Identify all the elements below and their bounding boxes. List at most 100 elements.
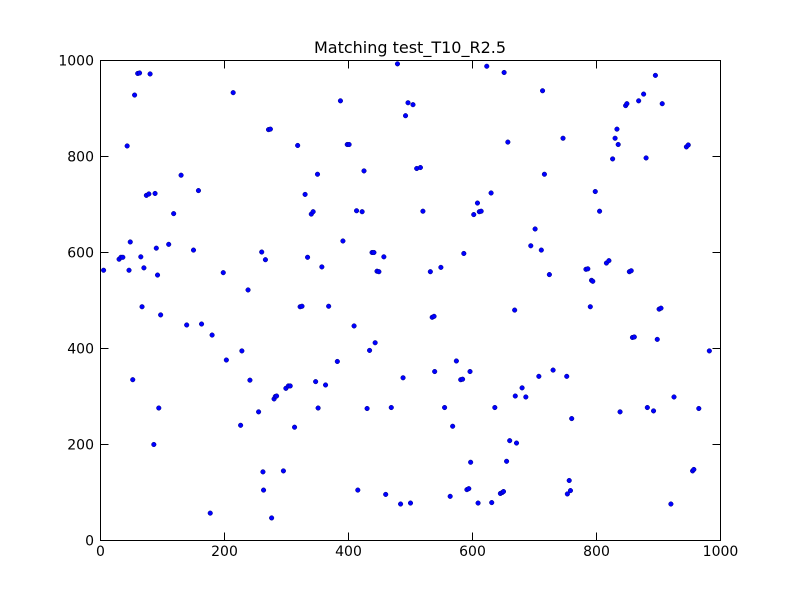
data-point xyxy=(247,377,253,383)
data-point xyxy=(334,358,340,365)
data-point xyxy=(153,245,159,251)
data-point xyxy=(585,266,591,272)
data-point xyxy=(398,501,404,507)
data-point xyxy=(326,303,332,309)
data-point xyxy=(394,61,401,67)
data-point xyxy=(696,405,702,412)
data-point xyxy=(305,254,311,260)
data-point xyxy=(256,409,262,415)
data-point xyxy=(538,247,544,253)
data-point xyxy=(536,373,542,379)
data-point xyxy=(569,416,575,422)
data-point xyxy=(654,336,660,342)
data-point xyxy=(337,98,343,104)
data-point xyxy=(126,267,132,273)
data-point xyxy=(507,438,513,444)
data-point xyxy=(587,304,593,310)
data-point xyxy=(461,250,467,257)
data-point xyxy=(364,405,370,412)
data-point xyxy=(612,135,618,141)
data-point xyxy=(643,155,649,161)
data-point xyxy=(546,272,552,278)
data-point xyxy=(405,100,411,106)
data-point xyxy=(245,287,251,293)
data-point xyxy=(351,323,357,329)
x-tick-label: 0 xyxy=(96,544,105,560)
data-point xyxy=(706,348,712,354)
data-point xyxy=(274,393,280,399)
data-point xyxy=(460,376,466,382)
data-point xyxy=(400,375,406,381)
points-layer xyxy=(101,61,712,521)
data-point xyxy=(139,304,145,310)
data-point xyxy=(610,156,616,162)
data-point xyxy=(671,394,677,400)
data-point xyxy=(592,188,598,195)
data-point xyxy=(541,171,547,177)
data-point xyxy=(199,321,205,327)
data-point xyxy=(124,143,130,149)
data-point xyxy=(238,422,244,428)
chart-title: Matching test_T10_R2.5 xyxy=(314,38,506,58)
data-point xyxy=(156,405,162,411)
data-point xyxy=(261,487,267,493)
data-point xyxy=(617,409,623,415)
data-point xyxy=(447,493,453,499)
data-point xyxy=(523,394,529,400)
data-point xyxy=(597,208,603,214)
data-point xyxy=(431,313,437,319)
data-point xyxy=(540,88,546,94)
data-point xyxy=(372,340,378,346)
data-point xyxy=(267,126,273,132)
data-point xyxy=(152,190,158,197)
data-point xyxy=(691,466,697,473)
data-point xyxy=(532,226,538,232)
data-point xyxy=(467,368,473,375)
data-point xyxy=(280,468,286,474)
y-tick-label: 600 xyxy=(67,246,94,262)
data-point xyxy=(606,258,612,264)
data-point xyxy=(367,347,373,353)
data-point xyxy=(383,491,389,497)
y-tick-label: 1000 xyxy=(58,54,94,70)
data-point xyxy=(190,247,197,253)
data-point xyxy=(354,208,360,214)
data-point xyxy=(230,90,236,96)
y-tick-label: 0 xyxy=(85,534,94,550)
data-point xyxy=(310,209,316,215)
data-point xyxy=(101,267,107,273)
data-point xyxy=(504,458,510,464)
data-point xyxy=(184,322,190,328)
data-point xyxy=(195,188,202,194)
data-point xyxy=(207,510,213,516)
data-point xyxy=(442,404,448,411)
data-point xyxy=(417,164,423,171)
data-point xyxy=(512,393,518,399)
data-point xyxy=(361,168,367,174)
data-point xyxy=(658,305,664,311)
data-point xyxy=(492,404,498,411)
data-point xyxy=(500,488,507,495)
data-point xyxy=(138,254,144,260)
data-point xyxy=(302,191,308,197)
data-point xyxy=(259,249,265,255)
x-tick-label: 1000 xyxy=(703,544,739,560)
data-point xyxy=(501,69,507,76)
data-point xyxy=(564,491,570,497)
ticks-layer: 0 200 400 600 800 1000 0 200 400 600 800 1000 xyxy=(58,54,738,561)
data-point xyxy=(628,268,634,274)
data-point xyxy=(314,171,321,177)
data-point xyxy=(178,172,184,178)
data-point xyxy=(319,264,325,270)
data-point xyxy=(315,405,321,411)
data-point xyxy=(223,357,229,363)
data-point xyxy=(427,269,433,275)
data-point xyxy=(262,257,268,263)
data-point xyxy=(209,332,215,338)
data-point xyxy=(685,142,691,148)
data-point xyxy=(388,404,394,411)
x-tick-label: 400 xyxy=(335,544,362,560)
data-point xyxy=(438,264,444,270)
x-tick-label: 600 xyxy=(459,544,486,560)
